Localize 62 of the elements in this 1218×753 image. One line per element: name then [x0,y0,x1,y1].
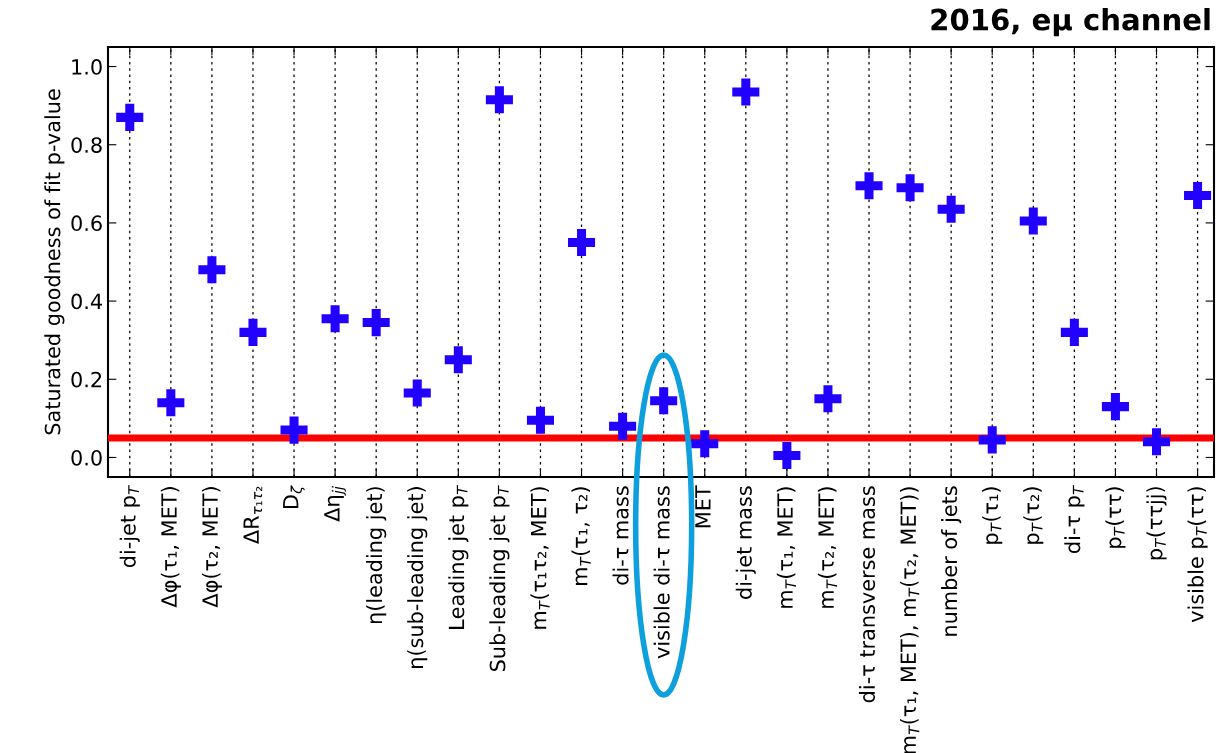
x-tick-label: m$_{T}$(τ₂, MET) [817,487,838,608]
x-tick-label: MET [695,485,711,528]
x-tick-label: di-τ p$_{T}$ [1064,485,1085,553]
x-tick-label: m$_{T}$(τ₁, MET), m$_{T}$(τ₂, MET)) [900,487,920,753]
y-tick-label: 0.4 [71,293,102,310]
point [280,416,308,444]
point [239,318,267,346]
x-tick-label: D$_{ζ}$ [283,485,305,509]
x-tick-label: m$_{T}$(τ₁τ₂, MET) [530,487,550,629]
x-tick-label: η(sub-leading jet) [407,487,428,668]
x-tick-label: η(leading jet) [366,487,387,624]
y-tick-label: 0.6 [71,215,102,232]
x-tick-label: Δφ(τ₂, MET) [201,487,222,608]
x-tick-label: di-τ transverse mass [858,486,876,703]
point [1060,318,1088,346]
point [485,86,513,114]
point [403,379,431,407]
point [157,389,185,417]
point [814,385,842,413]
point [732,78,760,106]
x-tick-label: number of jets [941,486,962,636]
x-tick-label: p$_{T}$(τ₁) [982,487,1003,544]
point [321,305,349,333]
x-tick-label: Δφ(τ₁, MET) [160,487,181,608]
point [896,174,924,202]
x-tick-label: di-jet p$_{T}$ [119,485,140,568]
point [1142,428,1171,456]
point [691,430,719,458]
x-tick-label: Sub-leading jet p$_{T}$ [489,485,510,672]
point [567,228,596,256]
point [444,346,472,374]
x-tick-label: di-jet mass [735,486,756,599]
y-tick-label: 0.2 [71,371,102,388]
x-tick-label: Δη$_{jj}$ [324,486,346,522]
point [362,309,390,337]
x-tick-label: visible di-τ mass [653,486,670,659]
point [650,387,678,415]
x-tick-label: p$_{T}$(ττ) [1105,487,1126,548]
x-tick-label: p$_{T}$(ττjj) [1146,487,1167,560]
x-tick-label: di-τ mass [612,486,629,585]
y-tick-label: 0.8 [71,137,102,153]
point [609,412,637,440]
x-tick-label: m$_{T}$(τ₁, MET) [776,487,797,608]
x-tick-label: ΔR$_{τ₁τ₂}$ [243,486,263,544]
y-axis-title: Saturated goodness of fit p-value [44,89,65,435]
point [116,103,144,131]
y-tick-label: 0.0 [71,449,102,466]
point [1184,182,1212,210]
point [1101,393,1129,421]
x-tick-label: p$_{T}$(τ₂) [1023,487,1044,544]
point [978,426,1006,454]
x-tick-label: m$_{T}$(τ₁, τ₂) [571,487,591,585]
point [937,195,965,223]
point [855,172,883,200]
chart-title: 2016, eμ channel [931,8,1210,37]
x-tick-label: Leading jet p$_{T}$ [448,485,469,629]
x-tick-label: visible p$_{T}$(ττ) [1187,487,1208,623]
y-tick-label: 1.0 [72,59,102,75]
point [1019,207,1047,235]
point [198,256,226,284]
point [526,406,554,434]
point [773,441,801,470]
